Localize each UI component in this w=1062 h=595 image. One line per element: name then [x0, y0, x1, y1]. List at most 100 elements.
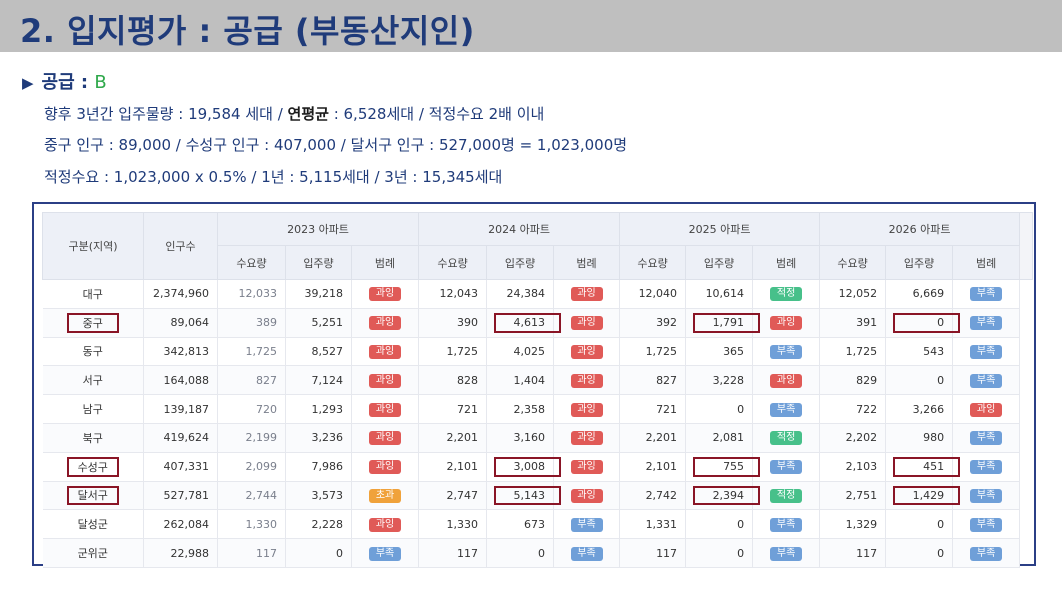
status-badge: 과잉 — [570, 431, 603, 446]
legend-cell: 과잉 — [752, 365, 821, 396]
demand-cell: 1,330 — [418, 509, 488, 540]
status-badge: 적정 — [770, 287, 803, 302]
supply-cell: 1,404 — [486, 365, 555, 396]
supply-cell: 3,160 — [486, 423, 555, 453]
status-badge: 과잉 — [369, 517, 402, 532]
demand-text: 적정수요 : 1,023,000 x 0.5% / 1년 : 5,115세대 /… — [44, 168, 503, 186]
legend-cell: 부족 — [952, 279, 1021, 309]
legend-cell: 과잉 — [351, 279, 420, 309]
demand-cell: 827 — [217, 365, 286, 396]
population-line: 중구 인구 : 89,000 / 수성구 인구 : 407,000 / 달서구 … — [44, 134, 627, 155]
legend-cell: 과잉 — [553, 481, 621, 511]
status-badge: 부족 — [970, 344, 1003, 359]
region-name: 남구 — [82, 403, 103, 417]
supply-value: 7,124 — [311, 373, 344, 387]
supply-cell: 7,986 — [285, 452, 352, 482]
supply-value: 543 — [923, 344, 945, 358]
population-cell: 407,331 — [143, 452, 218, 482]
section-heading: ▶ 공급 : B — [22, 68, 107, 94]
supply-cell: 8,527 — [285, 337, 352, 367]
status-badge: 과잉 — [970, 402, 1003, 417]
supply-value: 5,143 — [513, 488, 546, 502]
supply-value: 24,384 — [506, 287, 546, 301]
demand-cell: 117 — [619, 538, 687, 568]
legend-cell: 부족 — [752, 538, 821, 568]
status-badge: 부족 — [970, 373, 1003, 388]
subheader-demand: 수요량 — [418, 245, 488, 280]
status-badge: 부족 — [770, 546, 803, 561]
supply-cell: 0 — [486, 538, 555, 568]
legend-cell: 부족 — [952, 423, 1021, 453]
supply-value: 980 — [923, 431, 945, 445]
header-population: 인구수 — [143, 212, 218, 280]
legend-cell: 부족 — [952, 538, 1021, 568]
status-badge: 과잉 — [770, 373, 803, 388]
subheader-supply: 입주량 — [685, 245, 754, 280]
population-cell: 527,781 — [143, 481, 218, 511]
table-row: 수성구 407,331 2,099 7,986 과잉 2,101 3,008 과잉 2,101 7… — [42, 452, 1033, 482]
supply-value: 2,228 — [311, 517, 344, 531]
table-row: 군위군 22,988 117 0 부족 117 0 부족 117 0 부족 117 0 부족 — [42, 538, 1033, 568]
legend-cell: 과잉 — [553, 394, 621, 424]
page-title: 2. 입지평가 : 공급 (부동산지인) — [20, 12, 475, 50]
region-cell: 달성군 — [42, 509, 144, 540]
region-cell: 대구 — [42, 279, 144, 309]
supply-value: 0 — [937, 316, 945, 330]
subheader-legend: 범례 — [752, 245, 821, 280]
region-cell: 달서구 — [42, 481, 144, 511]
status-badge: 과잉 — [369, 402, 402, 417]
supply-cell: 3,266 — [885, 394, 954, 424]
demand-cell: 117 — [217, 538, 286, 568]
population-cell: 139,187 — [143, 394, 218, 424]
supply-value: 0 — [336, 546, 343, 560]
table-scrollbar[interactable] — [1019, 212, 1034, 280]
supply-cell: 0 — [885, 509, 954, 540]
supply-value: 3,236 — [311, 431, 344, 445]
supply-value: 39,218 — [304, 287, 344, 301]
supply-value: 0 — [737, 517, 745, 531]
supply-value: 3,573 — [311, 488, 344, 502]
demand-cell: 2,201 — [418, 423, 488, 453]
population-cell: 419,624 — [143, 423, 218, 453]
supply-cell: 3,236 — [285, 423, 352, 453]
supply-cell: 0 — [885, 538, 954, 568]
legend-cell: 부족 — [952, 452, 1021, 482]
subheader-legend: 범례 — [350, 245, 420, 280]
supply-value: 0 — [937, 546, 945, 560]
legend-cell: 과잉 — [351, 365, 420, 396]
region-name: 달성군 — [77, 518, 108, 532]
region-cell: 서구 — [42, 365, 144, 396]
status-badge: 과잉 — [570, 402, 603, 417]
supply-value: 365 — [723, 344, 745, 358]
supply-value: 1,293 — [311, 402, 344, 416]
supply-volume-line: 향후 3년간 입주물량 : 19,584 세대 / 연평균 : 6,528세대 … — [44, 103, 544, 124]
population-cell: 342,813 — [143, 337, 218, 367]
supply-value: 1,791 — [712, 316, 745, 330]
region-cell: 동구 — [42, 337, 144, 367]
supply-value: 4,613 — [513, 316, 546, 330]
region-name: 수성구 — [77, 460, 108, 474]
demand-cell: 1,331 — [619, 509, 687, 540]
legend-cell: 부족 — [952, 337, 1021, 367]
supply-cell: 2,081 — [685, 423, 754, 453]
supply-cell: 7,124 — [285, 365, 352, 396]
supply-value: 451 — [923, 460, 945, 474]
legend-cell: 부족 — [752, 337, 821, 367]
supply-table: 구분(지역) 인구수 2023 아파트 2024 아파트 2025 아파트 20… — [42, 212, 1034, 568]
status-badge: 부족 — [570, 546, 603, 561]
region-name: 달서구 — [77, 489, 108, 503]
status-badge: 과잉 — [570, 373, 603, 388]
supply-cell: 1,791 — [685, 308, 761, 338]
demand-cell: 390 — [418, 308, 488, 338]
demand-cell: 12,043 — [418, 279, 488, 309]
subheader-demand: 수요량 — [619, 245, 687, 280]
legend-cell: 과잉 — [952, 394, 1021, 424]
demand-cell: 117 — [819, 538, 887, 568]
legend-cell: 적정 — [752, 279, 821, 309]
status-badge: 부족 — [970, 488, 1003, 503]
legend-cell: 과잉 — [351, 308, 420, 338]
supply-value: 3,160 — [513, 431, 546, 445]
status-badge: 부족 — [570, 517, 603, 532]
supply-cell: 980 — [885, 423, 954, 453]
legend-cell: 과잉 — [351, 423, 420, 453]
